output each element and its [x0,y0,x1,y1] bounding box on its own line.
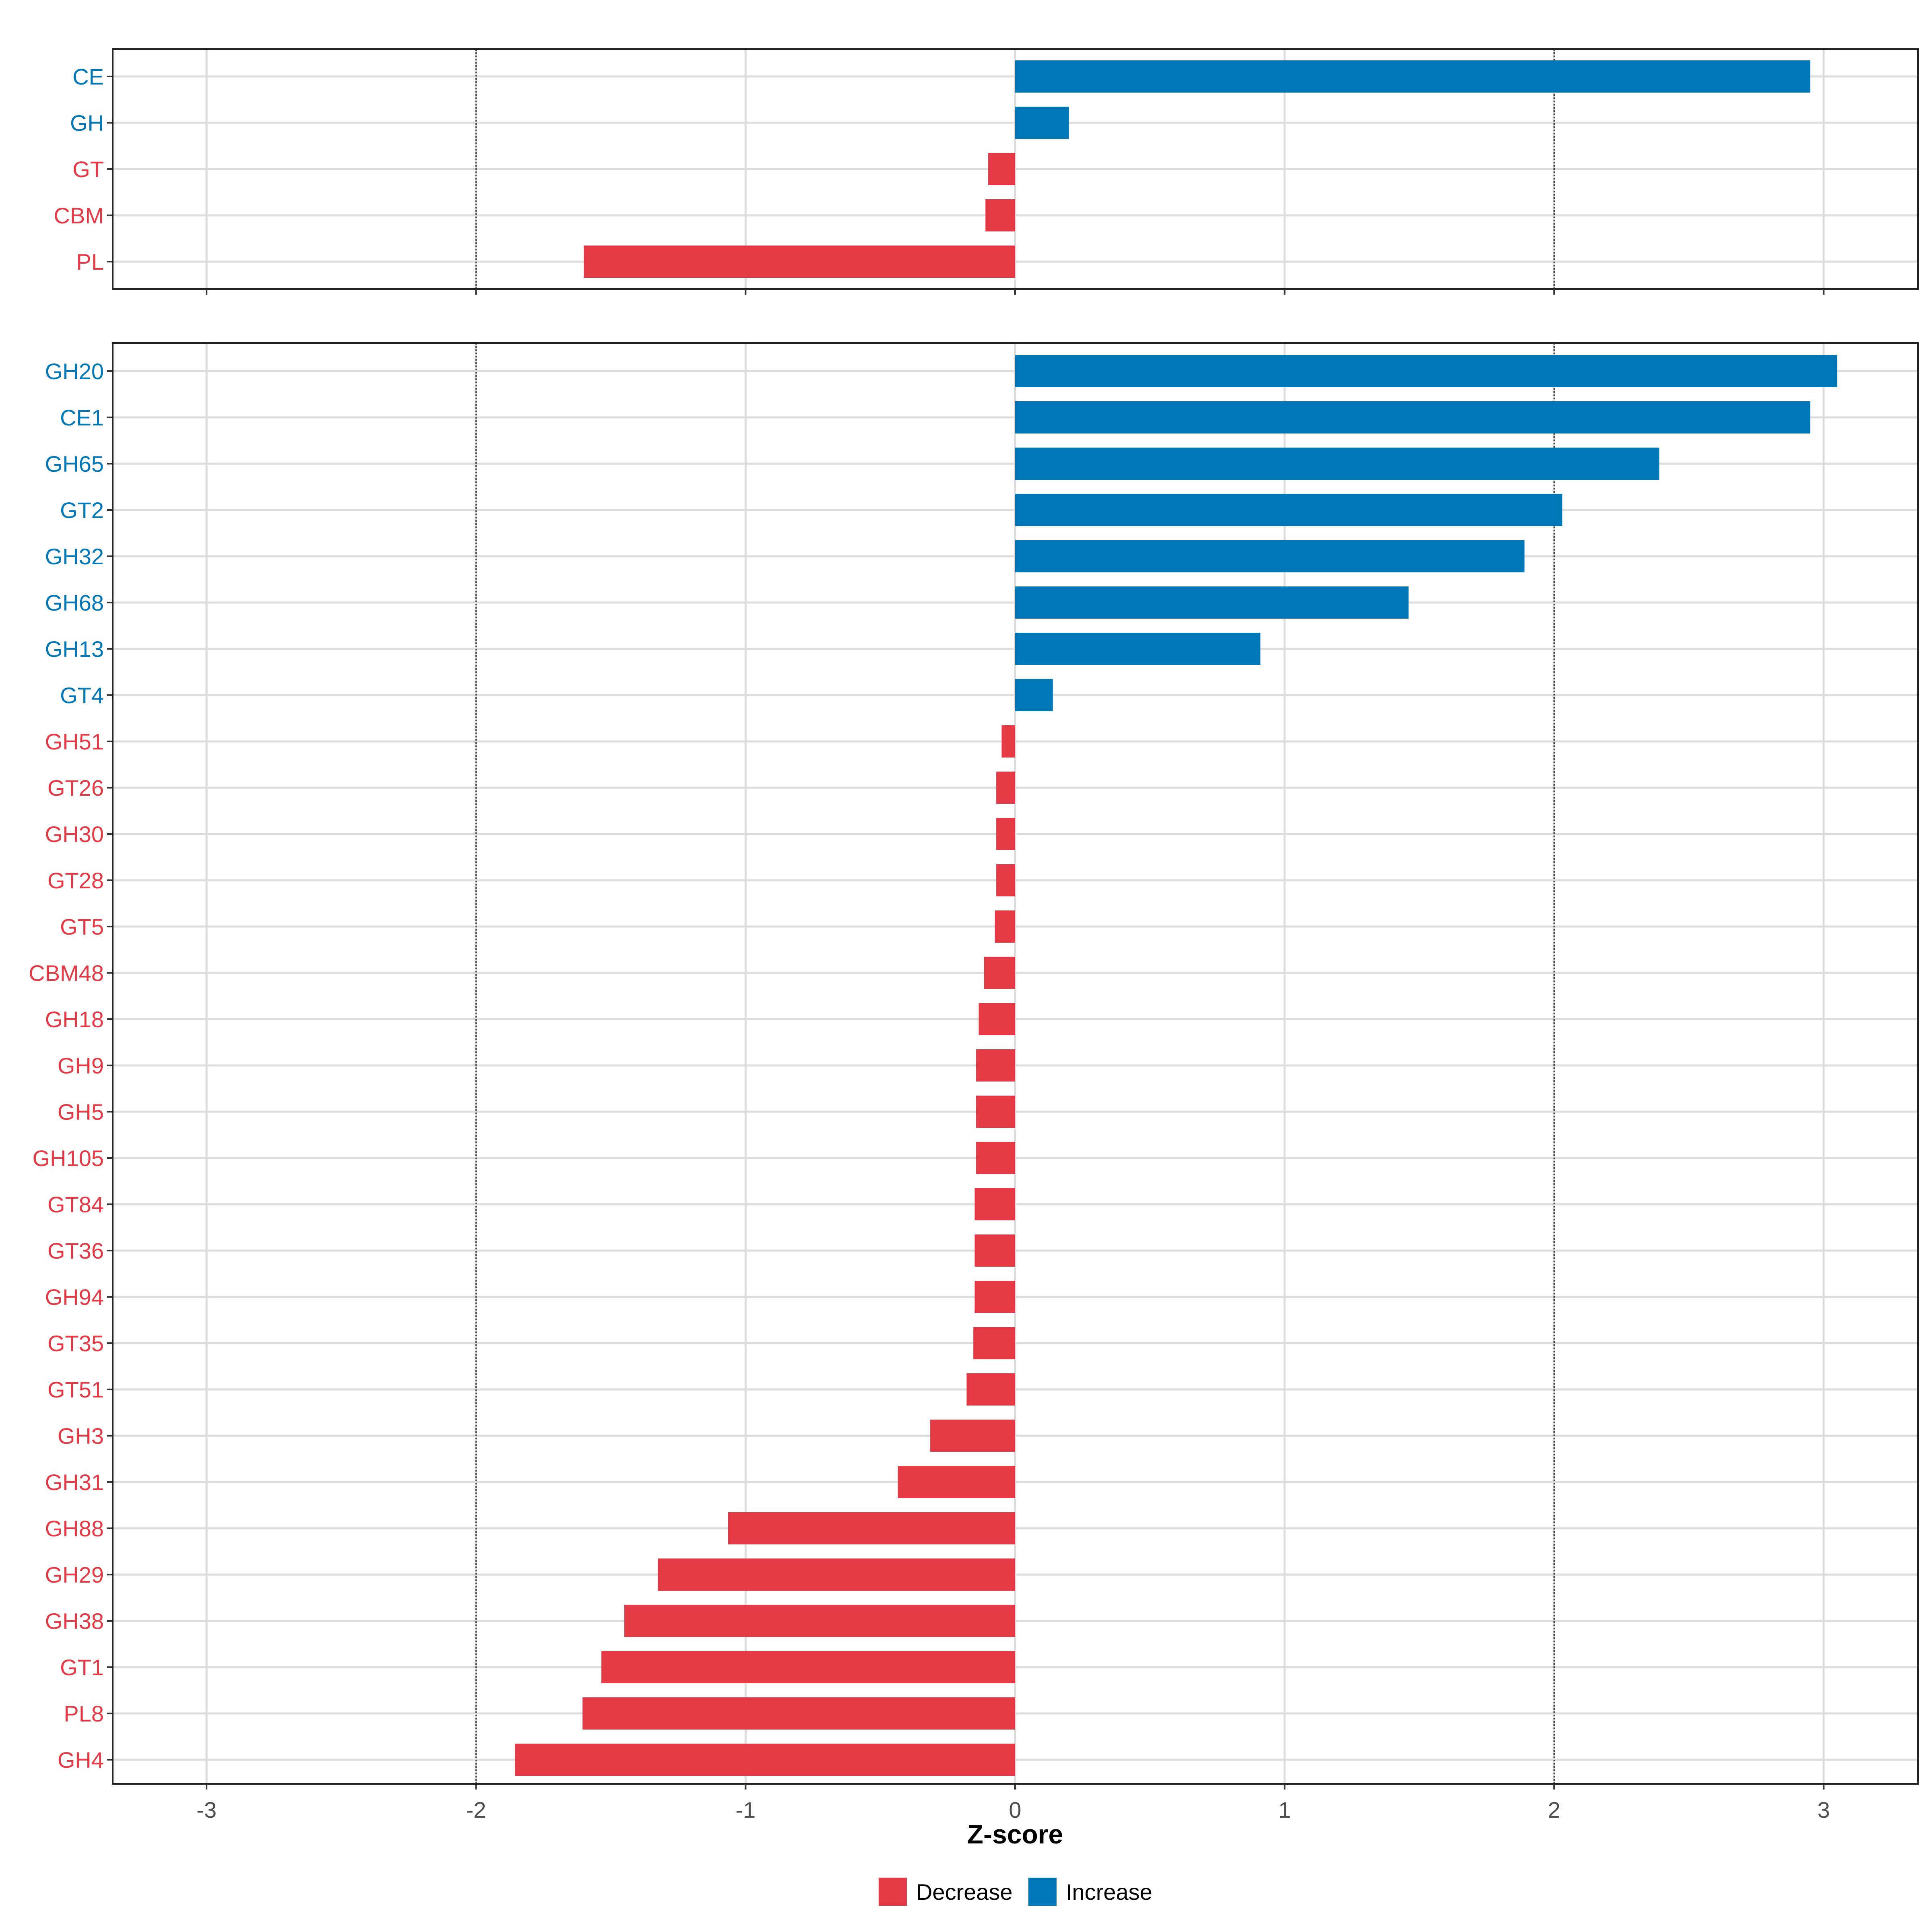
bar-GH5 [976,1096,1015,1128]
bar-CBM [985,199,1015,231]
category-label-CBM: CBM [54,203,104,228]
category-label-GH65: GH65 [45,451,104,477]
x-tick-label: -3 [196,1797,217,1823]
category-label-GH20: GH20 [45,359,104,384]
x-tick-label: -1 [736,1797,756,1823]
category-label-GT: GT [72,157,104,182]
category-label-GT28: GT28 [47,868,104,893]
category-label-GT51: GT51 [47,1377,104,1402]
category-label-CE: CE [72,64,104,89]
category-label-GH88: GH88 [45,1516,104,1541]
category-label-GH94: GH94 [45,1284,104,1310]
legend-key-increase [1028,1878,1057,1906]
bar-GH9 [976,1049,1015,1082]
bar-GH31 [898,1466,1015,1498]
bar-GT26 [996,772,1015,804]
x-axis-title: Z-score [967,1819,1063,1849]
bar-PL [584,246,1015,278]
bar-PL8 [582,1697,1015,1730]
x-tick-label: 1 [1278,1797,1291,1823]
category-label-GT26: GT26 [47,775,104,801]
bar-GH68 [1015,586,1409,619]
bar-GH88 [728,1512,1015,1544]
category-label-GH51: GH51 [45,729,104,754]
bar-GH3 [930,1420,1015,1452]
category-label-PL: PL [76,249,104,275]
bar-GH18 [978,1003,1015,1035]
category-label-GH32: GH32 [45,544,104,569]
category-label-GT1: GT1 [60,1655,104,1680]
category-label-GT84: GT84 [47,1192,104,1217]
bar-GT51 [966,1373,1015,1406]
x-axis: -3 -2 -1 0 1 2 3 [196,1797,1830,1823]
legend-label-decrease: Decrease [916,1879,1013,1905]
bar-GT4 [1015,679,1053,711]
category-label-CE1: CE1 [60,405,104,430]
bar-GH30 [996,818,1015,850]
bar-GT1 [601,1651,1015,1683]
legend-key-decrease [879,1878,907,1906]
bar-GH32 [1015,540,1525,572]
panel-top: CE GH GT CBM PL [54,48,1919,295]
bar-GH51 [1001,725,1015,758]
category-label-GH105: GH105 [33,1146,104,1171]
category-label-GH68: GH68 [45,590,104,615]
category-label-GH31: GH31 [45,1470,104,1495]
bar-GH94 [974,1281,1015,1313]
category-label-GH30: GH30 [45,822,104,847]
bar-GH105 [976,1142,1015,1174]
category-label-GH4: GH4 [58,1747,104,1773]
legend: Decrease Increase [879,1878,1152,1906]
category-label-GH: GH [70,110,104,136]
bar-GT84 [974,1188,1015,1220]
x-tick-label: 3 [1817,1797,1830,1823]
bar-GH13 [1015,633,1261,665]
category-label-GT2: GT2 [60,497,104,523]
category-label-GT4: GT4 [60,683,104,708]
bar-GH [1015,107,1069,139]
legend-label-increase: Increase [1066,1879,1152,1905]
panel-bottom: GH20 CE1 GH65 GT2 GH32 GH68 GH13 GT4 GH51 GT26 GH3… [29,342,1919,1790]
category-label-GH5: GH5 [58,1099,104,1125]
bar-GT5 [995,910,1015,943]
category-label-PL8: PL8 [64,1701,104,1726]
x-tick-label: -2 [466,1797,486,1823]
bar-GH29 [658,1558,1015,1591]
bar-GT2 [1015,494,1563,526]
bar-GH20 [1015,355,1837,387]
bar-GT [988,153,1015,185]
category-label-GT5: GT5 [60,914,104,939]
bar-CE [1015,60,1810,93]
bar-GT35 [973,1327,1015,1359]
x-tick-label: 0 [1009,1797,1021,1823]
category-label-GH29: GH29 [45,1562,104,1587]
x-tick-label: 2 [1548,1797,1560,1823]
category-label-CBM48: CBM48 [29,960,104,986]
bar-GT36 [974,1234,1015,1267]
bar-GH65 [1015,448,1660,480]
category-label-GH18: GH18 [45,1007,104,1032]
category-label-GT35: GT35 [47,1331,104,1356]
bar-GT28 [996,864,1015,896]
category-label-GH9: GH9 [58,1053,104,1078]
bar-CE1 [1015,401,1810,433]
category-label-GH13: GH13 [45,636,104,662]
category-label-GH3: GH3 [58,1423,104,1449]
category-label-GH38: GH38 [45,1608,104,1634]
bar-GH4 [515,1744,1015,1776]
category-label-GT36: GT36 [47,1238,104,1263]
bar-GH38 [624,1605,1015,1637]
bar-CBM48 [984,957,1015,989]
